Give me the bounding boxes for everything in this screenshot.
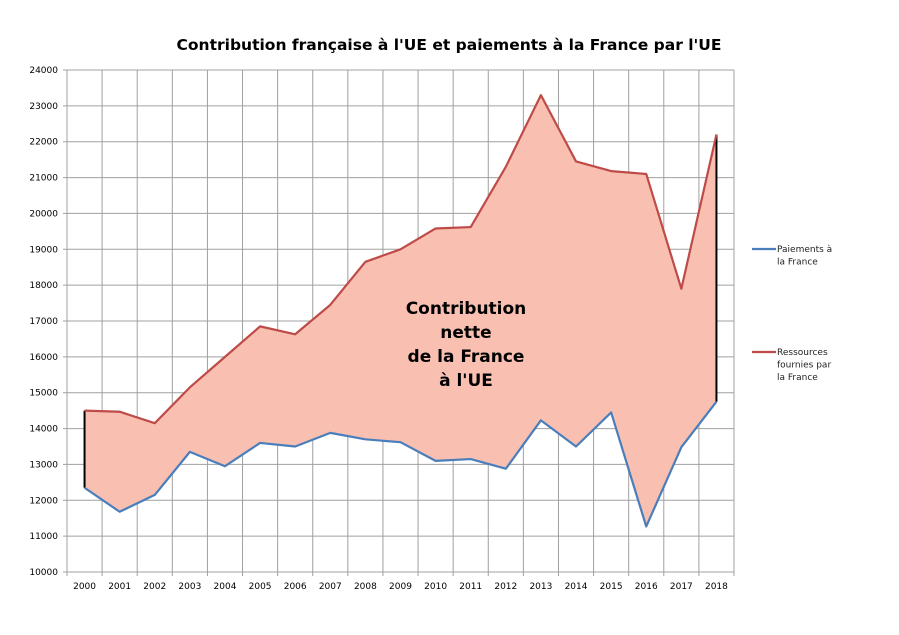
x-tick-label: 2018	[705, 582, 728, 592]
x-tick-label: 2013	[529, 582, 552, 592]
x-tick-label: 2005	[249, 582, 272, 592]
annotation-text: Contribution	[406, 299, 527, 319]
y-tick-label: 18000	[29, 281, 58, 291]
y-tick-label: 11000	[29, 532, 58, 542]
legend-label: Paiements à	[777, 245, 832, 255]
x-tick-label: 2016	[635, 582, 658, 592]
x-tick-label: 2008	[354, 582, 377, 592]
x-tick-label: 2003	[178, 582, 201, 592]
legend-label: fournies par	[777, 361, 831, 371]
y-tick-label: 13000	[29, 460, 58, 470]
legend-label: la France	[777, 258, 818, 268]
x-tick-label: 2004	[214, 582, 237, 592]
y-tick-label: 22000	[29, 138, 58, 148]
x-tick-label: 2010	[424, 582, 447, 592]
y-tick-label: 21000	[29, 174, 58, 184]
x-tick-label: 2002	[143, 582, 166, 592]
x-tick-label: 2011	[459, 582, 482, 592]
legend-label: la France	[777, 373, 818, 383]
y-tick-label: 12000	[29, 496, 58, 506]
y-tick-label: 17000	[29, 317, 58, 327]
x-tick-label: 2006	[284, 582, 307, 592]
x-tick-label: 2001	[108, 582, 131, 592]
x-tick-label: 2012	[494, 582, 517, 592]
x-tick-label: 2017	[670, 582, 693, 592]
y-tick-label: 10000	[29, 568, 58, 578]
x-tick-label: 2007	[319, 582, 342, 592]
chart-title: Contribution française à l'UE et paiemen…	[177, 36, 722, 54]
annotation-text: de la France	[408, 347, 525, 367]
x-tick-label: 2009	[389, 582, 412, 592]
x-tick-label: 2015	[600, 582, 623, 592]
y-tick-label: 19000	[29, 245, 58, 255]
y-tick-label: 15000	[29, 389, 58, 399]
y-tick-label: 24000	[29, 66, 58, 76]
annotation-text: à l'UE	[439, 371, 493, 391]
net-contribution-area	[84, 95, 717, 527]
y-tick-label: 16000	[29, 353, 58, 363]
x-tick-label: 2014	[565, 582, 588, 592]
annotation-text: nette	[440, 323, 491, 343]
y-tick-label: 14000	[29, 425, 58, 435]
x-tick-label: 2000	[73, 582, 96, 592]
y-tick-label: 20000	[29, 209, 58, 219]
y-tick-label: 23000	[29, 102, 58, 112]
legend-label: Ressources	[777, 348, 828, 358]
